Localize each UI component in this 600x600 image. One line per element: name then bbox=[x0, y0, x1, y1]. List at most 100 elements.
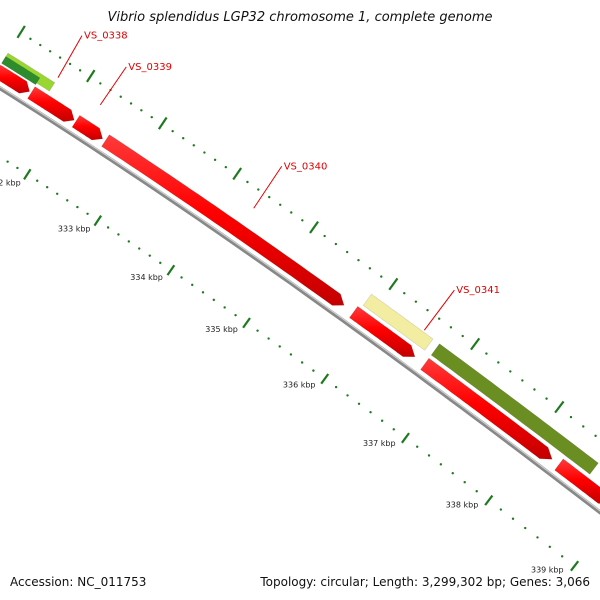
inner-minor-tick bbox=[392, 428, 395, 431]
outer-minor-tick bbox=[569, 415, 573, 419]
inner-minor-tick bbox=[45, 186, 49, 189]
inner-minor-tick bbox=[475, 490, 478, 493]
gene-label-leader bbox=[423, 289, 455, 331]
outer-minor-tick bbox=[497, 361, 500, 364]
outer-minor-tick bbox=[290, 211, 293, 214]
inner-minor-tick bbox=[289, 353, 293, 356]
inner-minor-tick bbox=[127, 240, 131, 243]
outer-minor-tick bbox=[182, 137, 185, 140]
inner-minor-tick bbox=[180, 276, 183, 279]
inner-minor-tick bbox=[159, 261, 162, 265]
outer-minor-tick bbox=[414, 300, 418, 303]
gene-block-vs0340[interactable] bbox=[101, 134, 345, 306]
outer-minor-tick bbox=[334, 242, 338, 246]
inner-major-tick bbox=[242, 317, 251, 329]
inner-minor-tick bbox=[76, 205, 79, 209]
kbp-tick-label: 337 kbp bbox=[363, 439, 396, 448]
outer-minor-tick bbox=[545, 397, 548, 400]
inner-minor-tick bbox=[106, 226, 110, 229]
topology-summary-text: Topology: circular; Length: 3,299,302 bp… bbox=[260, 575, 590, 589]
outer-minor-tick bbox=[68, 62, 72, 66]
outer-minor-tick bbox=[150, 115, 153, 119]
inner-minor-tick bbox=[148, 254, 151, 257]
inner-minor-tick bbox=[267, 337, 270, 340]
inner-minor-tick bbox=[439, 463, 443, 466]
inner-minor-tick bbox=[463, 480, 466, 484]
outer-minor-tick bbox=[403, 292, 406, 295]
inner-major-tick bbox=[484, 494, 494, 506]
kbp-tick-label: 333 kbp bbox=[58, 224, 91, 233]
tick-marks: 332 kbp 333 kbp 334 kbp 335 kbp 336 kbp 337 k… bbox=[0, 25, 597, 575]
gene-track bbox=[0, 52, 600, 504]
outer-minor-tick bbox=[301, 219, 304, 222]
gene-label-vs_0340[interactable]: VS_0340 bbox=[284, 161, 328, 172]
gene-label-leader bbox=[57, 35, 83, 78]
outer-minor-tick bbox=[129, 102, 133, 105]
outer-minor-tick bbox=[29, 37, 32, 41]
inner-minor-tick bbox=[55, 192, 59, 195]
outer-minor-tick bbox=[357, 258, 360, 262]
inner-minor-tick bbox=[234, 313, 237, 317]
backbone-line bbox=[0, 85, 600, 515]
outer-major-tick bbox=[86, 69, 96, 83]
outer-minor-tick bbox=[171, 129, 174, 133]
inner-major-tick bbox=[320, 373, 330, 385]
gene-label-leader bbox=[99, 66, 127, 106]
gene-label-vs_0341[interactable]: VS_0341 bbox=[456, 285, 500, 296]
inner-minor-tick bbox=[300, 361, 304, 364]
gene-label-vs_0339[interactable]: VS_0339 bbox=[128, 62, 172, 73]
outer-major-tick bbox=[554, 400, 565, 414]
outer-minor-tick bbox=[426, 308, 429, 312]
inner-minor-tick bbox=[16, 166, 19, 170]
kbp-tick-label: 334 kbp bbox=[130, 273, 163, 282]
gene-block-vs0339[interactable] bbox=[71, 114, 103, 141]
outer-minor-tick bbox=[368, 267, 372, 270]
gene-label-vs_0338[interactable]: VS_0338 bbox=[84, 31, 128, 42]
inner-minor-tick bbox=[369, 411, 372, 414]
gene-cog-olive[interactable] bbox=[430, 343, 599, 475]
map-title: Vibrio splendidus LGP32 chromosome 1, co… bbox=[107, 10, 493, 25]
inner-major-tick bbox=[93, 215, 103, 227]
gene-cog-light[interactable] bbox=[362, 293, 434, 351]
gene-labels: VS_0338 VS_0339 VS_0340 VS_0341 bbox=[57, 31, 500, 331]
inner-minor-tick bbox=[223, 306, 226, 309]
inner-minor-tick bbox=[36, 179, 39, 182]
gene-block-vs0342[interactable] bbox=[420, 357, 553, 460]
gene-block-vs0341[interactable] bbox=[349, 305, 416, 358]
inner-minor-tick bbox=[499, 508, 503, 511]
gene-block-vs0338[interactable] bbox=[27, 86, 75, 122]
inner-major-tick bbox=[166, 264, 176, 276]
outer-minor-tick bbox=[48, 50, 52, 53]
outer-minor-tick bbox=[119, 95, 122, 98]
kbp-tick-label: 338 kbp bbox=[446, 501, 479, 510]
outer-minor-tick bbox=[461, 334, 464, 338]
inner-minor-tick bbox=[66, 199, 69, 202]
inner-minor-tick bbox=[536, 536, 539, 539]
backbone-highlight bbox=[0, 86, 600, 512]
outer-major-tick bbox=[157, 116, 168, 130]
outer-minor-tick bbox=[192, 144, 195, 147]
inner-minor-tick bbox=[560, 555, 564, 558]
inner-minor-tick bbox=[357, 402, 361, 405]
inner-minor-tick bbox=[86, 212, 89, 216]
gene-block-vs0343[interactable] bbox=[554, 458, 600, 504]
genome-backbone bbox=[0, 85, 600, 515]
outer-minor-tick bbox=[140, 109, 143, 112]
gene-block-vs0337[interactable] bbox=[0, 64, 30, 94]
kbp-tick-label: 332 kbp bbox=[0, 179, 21, 188]
gene-cog-darkgreen[interactable] bbox=[1, 56, 41, 86]
inner-minor-tick bbox=[138, 247, 141, 250]
kbp-tick-label: 339 kbp bbox=[531, 566, 564, 575]
inner-major-tick bbox=[401, 432, 410, 444]
outer-major-tick bbox=[470, 337, 481, 351]
inner-minor-tick bbox=[416, 445, 419, 448]
outer-major-tick bbox=[388, 277, 399, 291]
gene-label-leader bbox=[253, 165, 283, 209]
outer-minor-tick bbox=[582, 425, 585, 428]
outer-minor-tick bbox=[594, 434, 597, 438]
inner-minor-tick bbox=[278, 345, 281, 348]
outer-minor-tick bbox=[203, 151, 206, 154]
inner-minor-tick bbox=[6, 160, 9, 163]
inner-minor-tick bbox=[511, 517, 515, 520]
